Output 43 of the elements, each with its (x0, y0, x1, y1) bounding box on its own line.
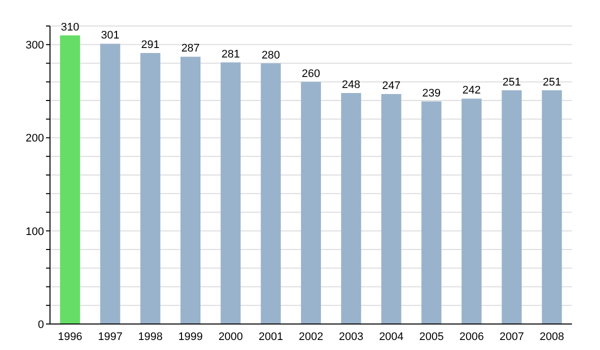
bar (462, 98, 482, 324)
x-tick-label: 1996 (58, 330, 82, 343)
bar (542, 90, 562, 324)
y-tick-label: 300 (26, 40, 44, 52)
bar (381, 94, 402, 324)
x-tick-label: 1997 (98, 330, 122, 343)
y-tick-label: 200 (26, 132, 44, 145)
bar (220, 62, 241, 324)
bar (60, 35, 80, 324)
bar (341, 93, 362, 324)
x-tick-label: 1998 (138, 330, 163, 343)
y-tick-label: 0 (38, 318, 44, 331)
x-tick-label: 2008 (540, 330, 564, 343)
bar (180, 56, 200, 324)
data-label: 247 (382, 80, 400, 92)
bar (300, 82, 321, 324)
bar (260, 63, 281, 324)
data-label: 248 (342, 79, 360, 92)
x-tick-label: 2006 (459, 330, 484, 343)
bar (140, 53, 160, 324)
x-tick-label: 2005 (419, 330, 444, 343)
data-label: 281 (221, 48, 240, 60)
data-label: 301 (101, 30, 120, 42)
x-tick-label: 2002 (298, 330, 324, 343)
data-label: 260 (302, 68, 320, 80)
data-label: 251 (542, 76, 562, 88)
data-label: 242 (462, 84, 481, 97)
data-label: 291 (141, 39, 160, 52)
bar (421, 101, 442, 324)
y-tick-label: 100 (26, 226, 44, 238)
data-label: 287 (181, 42, 200, 55)
bar (100, 44, 120, 324)
x-tick-label: 1999 (178, 330, 203, 343)
x-tick-label: 2003 (338, 330, 364, 343)
x-tick-label: 2001 (258, 330, 284, 343)
data-label: 239 (422, 87, 441, 100)
x-tick-label: 2007 (500, 330, 524, 343)
data-label: 280 (262, 49, 280, 62)
x-tick-label: 2004 (379, 330, 404, 343)
x-tick-label: 2000 (218, 330, 243, 343)
data-label: 251 (502, 76, 521, 88)
data-label: 310 (60, 21, 80, 34)
bar (502, 90, 522, 324)
